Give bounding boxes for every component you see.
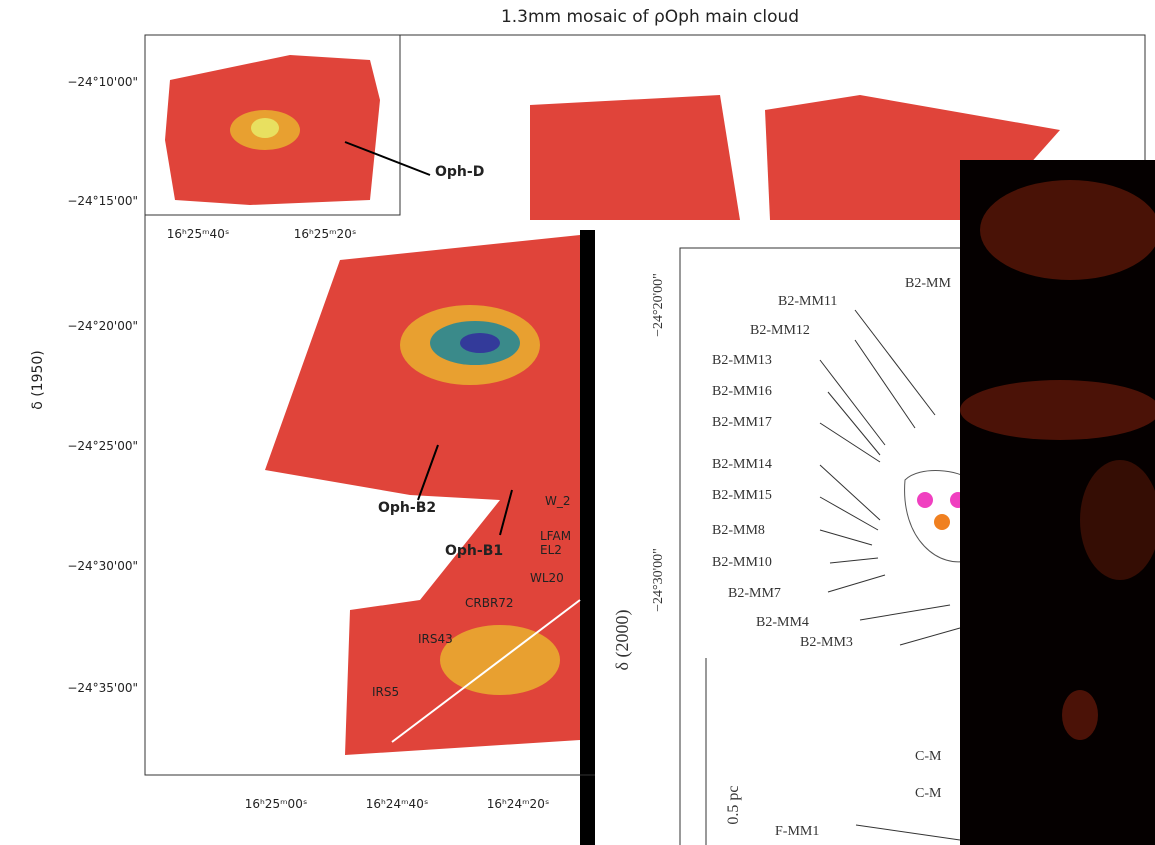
x-tick: 16ʰ25ᵐ00ˢ <box>245 797 308 811</box>
nebula <box>960 380 1155 440</box>
map <box>251 118 279 138</box>
label: B2-MM12 <box>750 323 810 338</box>
label: Oph-B2 <box>378 500 436 516</box>
label: B2-MM4 <box>756 615 809 630</box>
map <box>460 333 500 353</box>
core <box>934 514 950 530</box>
scale-label: 0.5 pc <box>725 785 742 824</box>
inset-y-tick: −24°15'00" <box>67 194 138 208</box>
y-tick: −24°35'00" <box>67 681 138 695</box>
core <box>917 492 933 508</box>
label: W_2 <box>545 494 571 508</box>
label: B2-MM13 <box>712 353 772 368</box>
label: CRBR72 <box>465 596 514 610</box>
collage: 1.3mm mosaic of ρOph main cloud −24°10'0… <box>0 0 1155 845</box>
label: IRS5 <box>372 685 399 699</box>
label: Oph-D <box>435 164 484 180</box>
nebula <box>980 180 1155 280</box>
label: B2-MM16 <box>712 384 772 399</box>
inset-x-tick: 16ʰ25ᵐ40ˢ <box>167 227 230 241</box>
label: B2-MM17 <box>712 415 772 430</box>
label: IRS43 <box>418 632 453 646</box>
label: LFAM <box>540 529 571 543</box>
x-tick: 16ʰ24ᵐ40ˢ <box>366 797 429 811</box>
label: B2-MM15 <box>712 488 772 503</box>
y-tick: −24°20'00" <box>651 273 666 337</box>
y-tick: −24°25'00" <box>67 439 138 453</box>
label: B2-MM11 <box>778 294 837 309</box>
label: WL20 <box>530 571 564 585</box>
label: C-M <box>915 749 942 764</box>
map <box>530 95 740 220</box>
inset-x-tick: 16ʰ25ᵐ20ˢ <box>294 227 357 241</box>
y-tick: −24°30'00" <box>651 548 666 612</box>
nebula <box>1062 690 1098 740</box>
label: F-MM1 <box>775 824 819 839</box>
label: EL2 <box>540 543 562 557</box>
label: B2-MM <box>905 276 951 291</box>
x-tick: 16ʰ24ᵐ20ˢ <box>487 797 550 811</box>
right-panel: −24°20'00" −24°30'00" δ (2000) 0.5 pc B2… <box>595 228 1000 845</box>
label: B2-MM3 <box>800 635 853 650</box>
y-tick: −24°20'00" <box>67 319 138 333</box>
inset-y-tick: −24°10'00" <box>67 75 138 89</box>
label: B2-MM14 <box>712 457 772 472</box>
label: B2-MM10 <box>712 555 772 570</box>
label: B2-MM7 <box>728 586 781 601</box>
label: C-M <box>915 786 942 801</box>
y-tick: −24°30'00" <box>67 559 138 573</box>
title: 1.3mm mosaic of ρOph main cloud <box>501 7 799 27</box>
y-label: δ (1950) <box>30 350 46 410</box>
label: Oph-B1 <box>445 543 503 559</box>
y-label: δ (2000) <box>612 610 633 671</box>
label: B2-MM8 <box>712 523 765 538</box>
dark-image <box>960 160 1155 845</box>
